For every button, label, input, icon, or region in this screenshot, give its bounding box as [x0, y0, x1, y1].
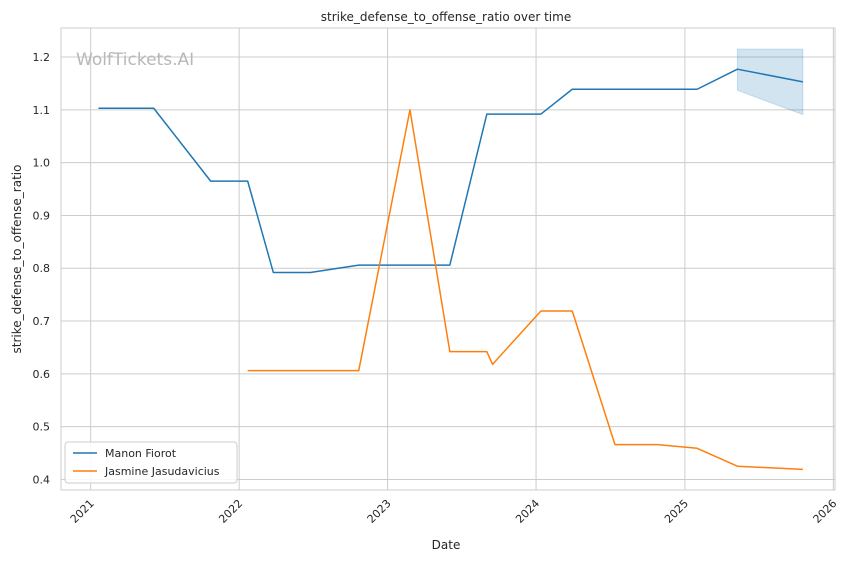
y-tick-label-1.1: 1.1 [33, 104, 51, 117]
y-tick-label-0.9: 0.9 [33, 209, 51, 222]
series-line-jasmine-jasudavicius [247, 109, 803, 471]
confidence-bands [736, 48, 804, 116]
x-axis-label: Date [432, 538, 461, 552]
series-line-manon-fiorot [98, 68, 804, 274]
band-manon-fiorot [736, 48, 804, 116]
y-tick-label-0.7: 0.7 [33, 315, 51, 328]
legend: Manon Fiorot Jasmine Jasudavicius [64, 441, 238, 484]
y-tick-label-1.2: 1.2 [33, 51, 51, 64]
y-tick-label-0.4: 0.4 [33, 473, 51, 486]
legend-label-manon-fiorot: Manon Fiorot [105, 447, 177, 460]
y-tick-label-0.5: 0.5 [33, 421, 51, 434]
series-lines [98, 68, 804, 471]
plot-area-frame [60, 27, 836, 491]
grid [61, 28, 835, 490]
y-axis-label: strike_defense_to_offense_ratio [10, 165, 24, 354]
y-tick-label-0.6: 0.6 [33, 368, 51, 381]
legend-label-jasmine-jasudavicius: Jasmine Jasudavicius [104, 465, 220, 478]
legend-box [64, 441, 238, 484]
y-tick-label-1.0: 1.0 [33, 157, 51, 170]
y-axis-ticks: 0.4 0.5 0.6 0.7 0.8 0.9 1.0 1.1 1.2 [33, 51, 51, 486]
watermark: WolfTickets.AI [76, 50, 194, 70]
chart-title: strike_defense_to_offense_ratio over tim… [321, 10, 571, 24]
y-tick-label-0.8: 0.8 [33, 262, 51, 275]
